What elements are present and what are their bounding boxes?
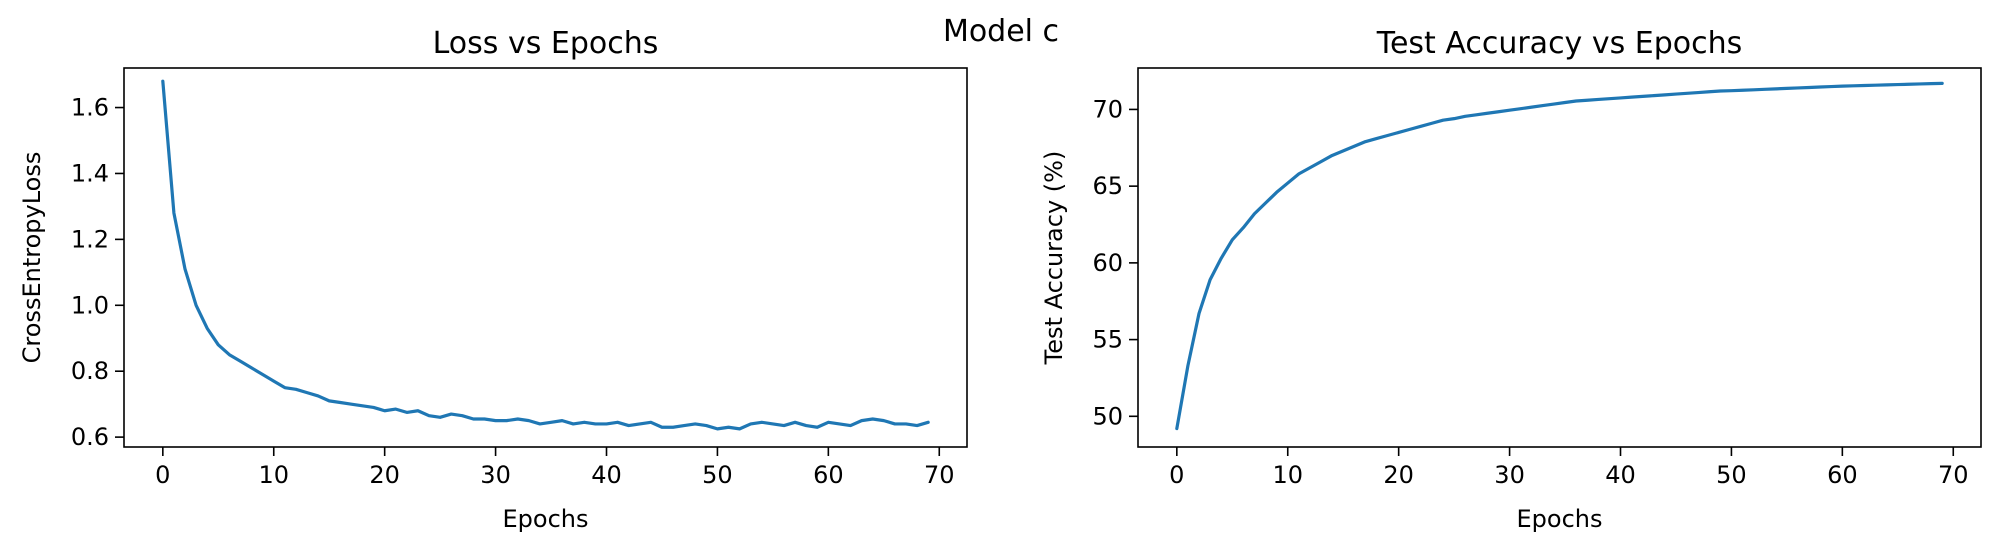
plot-frame	[123, 67, 968, 448]
chart-panel-2: Test Accuracy vs Epochs 0 10 20 30 40 50 60 70 50…	[1040, 26, 1982, 533]
figure-suptitle: Model c	[942, 14, 1060, 49]
series-line	[1175, 81, 1944, 431]
y-tick-label: 70	[1092, 95, 1123, 123]
x-tick-label: 0	[1169, 461, 1184, 489]
x-tick-label: 70	[924, 461, 955, 489]
y-tick-label: 1.2	[71, 225, 109, 253]
x-tick-label: 10	[258, 461, 289, 489]
y-axis-label: Test Accuracy (%)	[1040, 151, 1068, 366]
x-tick-label: 50	[1716, 461, 1747, 489]
y-tick-label: 0.8	[71, 357, 109, 385]
x-tick-label: 60	[813, 461, 844, 489]
x-tick-label: 40	[591, 461, 622, 489]
plot-frame	[1137, 67, 1982, 448]
x-tick-label: 20	[1383, 461, 1414, 489]
x-tick-label: 30	[480, 461, 511, 489]
x-tick-label: 20	[369, 461, 400, 489]
x-axis-label: Epochs	[503, 505, 589, 533]
series-line	[161, 79, 930, 431]
x-tick-label: 60	[1827, 461, 1858, 489]
x-tick-label: 10	[1272, 461, 1303, 489]
y-axis-label: CrossEntropyLoss	[18, 152, 46, 364]
y-tick-label: 65	[1092, 172, 1123, 200]
y-tick-label: 50	[1092, 402, 1123, 430]
chart-panel-1: Loss vs Epochs 0 10 20 30 40 50 60 70 0.6 0.8 1.0 1.…	[18, 26, 968, 533]
y-tick-label: 1.6	[71, 94, 109, 122]
x-tick-label: 40	[1605, 461, 1636, 489]
y-tick-label: 1.0	[71, 291, 109, 319]
x-tick-label: 70	[1938, 461, 1969, 489]
x-axis-label: Epochs	[1517, 505, 1603, 533]
x-tick-label: 50	[702, 461, 733, 489]
x-tick-label: 0	[155, 461, 170, 489]
y-tick-label: 60	[1092, 249, 1123, 277]
x-tick-label: 30	[1494, 461, 1525, 489]
y-tick-label: 1.4	[71, 159, 109, 187]
chart-title: Test Accuracy vs Epochs	[1376, 26, 1743, 61]
y-tick-label: 55	[1092, 326, 1123, 354]
chart-title: Loss vs Epochs	[433, 26, 659, 61]
y-tick-label: 0.6	[71, 423, 109, 451]
